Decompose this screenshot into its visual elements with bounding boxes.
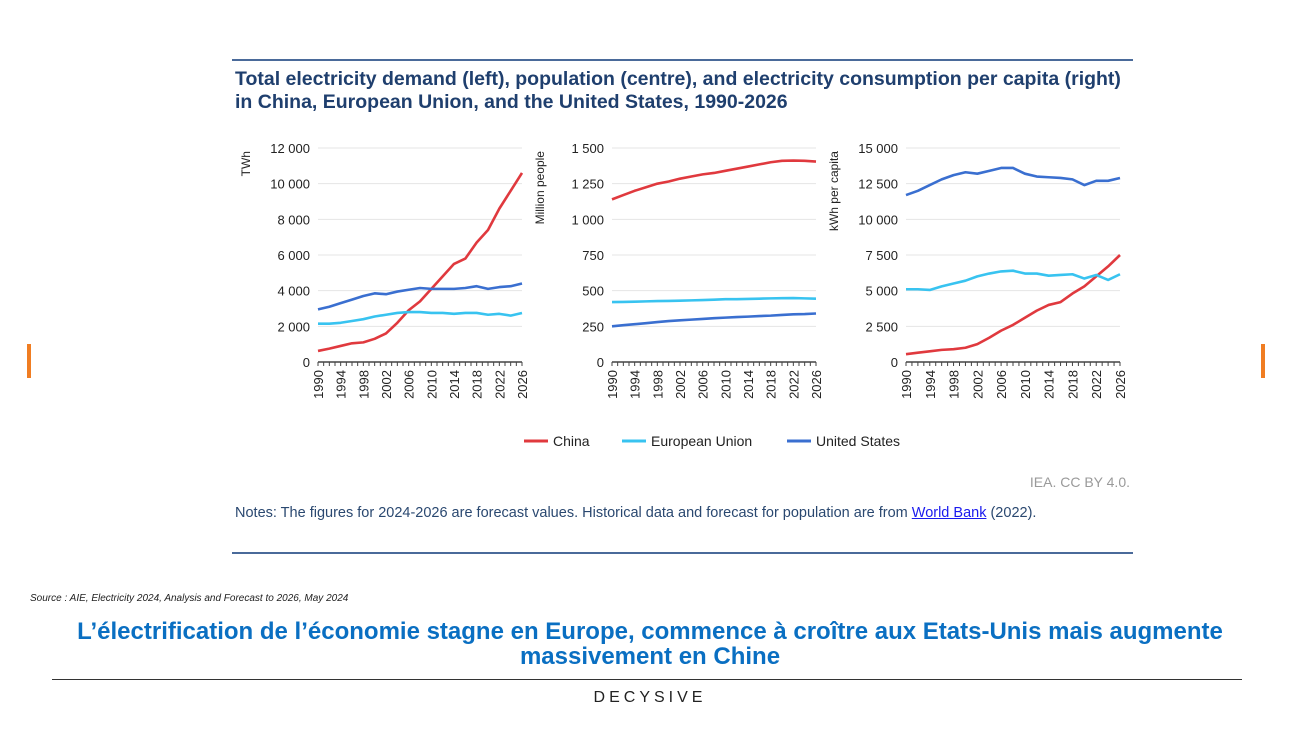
x-tick-label: 1994	[923, 370, 938, 399]
x-tick-label: 2010	[1018, 370, 1033, 399]
series-line-european-union	[906, 269, 1121, 292]
x-tick-label: 2018	[470, 370, 485, 399]
series-line-united-states	[611, 312, 817, 328]
series-line-united-states	[317, 282, 523, 311]
orange-marker-left	[27, 344, 31, 378]
notes: Notes: The figures for 2024-2026 are for…	[235, 504, 1125, 522]
legend-label: United States	[816, 433, 900, 449]
x-tick-label: 1990	[311, 370, 326, 399]
x-tick-label: 2026	[1113, 370, 1128, 399]
series-line-european-union	[318, 310, 523, 325]
x-tick-label: 1998	[356, 370, 371, 399]
notes-text: Notes: The figures for 2024-2026 are for…	[235, 505, 912, 521]
slide-headline: L’électrification de l’économie stagne e…	[77, 618, 1223, 670]
x-tick-label: 2026	[809, 370, 824, 399]
y-tick-label: 750	[582, 248, 604, 263]
x-tick-label: 1998	[650, 370, 665, 399]
x-tick-label: 2014	[741, 370, 756, 399]
y-tick-label: 0	[597, 355, 604, 370]
orange-marker-right	[1261, 344, 1265, 378]
x-tick-label: 1994	[334, 370, 349, 399]
chart-panel-1: 0 250 500 750 1 000 1 250 1 500 Million people 1…	[533, 141, 824, 399]
x-tick-label: 1990	[605, 370, 620, 399]
x-tick-label: 1998	[947, 370, 962, 399]
series-line-china	[611, 159, 817, 201]
y-axis-label: TWh	[239, 151, 253, 176]
x-tick-label: 2002	[673, 370, 688, 399]
y-tick-label: 10 000	[270, 177, 310, 192]
y-tick-label: 1 250	[571, 177, 604, 192]
source-text: Source : AIE, Electricity 2024, Analysis…	[30, 593, 349, 604]
charts-svg: 0 2 000 4 000 6 000 8 000 10 000 12 000 TWh 1990…	[239, 141, 1128, 449]
x-tick-label: 1994	[628, 370, 643, 399]
y-axis-label: kWh per capita	[827, 151, 841, 231]
series-line-european-union	[611, 296, 817, 304]
y-tick-label: 4 000	[277, 284, 310, 299]
y-tick-label: 6 000	[277, 248, 310, 263]
legend: China European Union United States	[524, 433, 900, 449]
credit: IEA. CC BY 4.0.	[1029, 474, 1130, 490]
world-bank-link[interactable]: World Bank	[911, 505, 987, 521]
y-tick-label: 1 000	[571, 212, 604, 227]
x-tick-label: 2018	[764, 370, 779, 399]
bottom-chart-rule	[232, 552, 1133, 554]
chart-title: Total electricity demand (left), populat…	[235, 68, 1121, 113]
y-tick-label: 7 500	[865, 248, 898, 263]
x-tick-label: 2018	[1065, 370, 1080, 399]
series-line-china	[905, 254, 1121, 356]
y-tick-label: 15 000	[858, 141, 898, 156]
y-tick-label: 12 500	[858, 177, 898, 192]
x-tick-label: 2002	[970, 370, 985, 399]
legend-label: China	[553, 433, 590, 449]
x-tick-label: 2022	[492, 370, 507, 399]
y-tick-label: 2 000	[277, 319, 310, 334]
y-tick-label: 10 000	[858, 212, 898, 227]
series-line-china	[317, 172, 524, 353]
x-tick-label: 1990	[899, 370, 914, 399]
x-tick-label: 2002	[379, 370, 394, 399]
x-tick-label: 2014	[447, 370, 462, 399]
top-rule	[232, 59, 1133, 61]
x-tick-label: 2006	[696, 370, 711, 399]
y-tick-label: 12 000	[270, 141, 310, 156]
notes-tail: (2022).	[986, 505, 1037, 521]
decysive-logo: DECYSIVE	[593, 689, 707, 706]
x-tick-label: 2010	[718, 370, 733, 399]
series-line-united-states	[905, 166, 1121, 197]
y-tick-label: 1 500	[571, 141, 604, 156]
x-tick-label: 2014	[1042, 370, 1057, 399]
y-tick-label: 0	[303, 355, 310, 370]
y-tick-label: 5 000	[865, 284, 898, 299]
footer-rule	[52, 679, 1242, 680]
y-tick-label: 250	[582, 319, 604, 334]
chart-panel-0: 0 2 000 4 000 6 000 8 000 10 000 12 000 TWh 1990…	[239, 141, 530, 399]
x-tick-label: 2006	[994, 370, 1009, 399]
x-tick-label: 2010	[424, 370, 439, 399]
y-tick-label: 8 000	[277, 212, 310, 227]
chart-panel-2: 0 2 500 5 000 7 500 10 000 12 500 15 000 kWh pe…	[827, 141, 1128, 399]
y-tick-label: 0	[891, 355, 898, 370]
y-tick-label: 2 500	[865, 319, 898, 334]
y-axis-label: Million people	[533, 151, 547, 225]
x-tick-label: 2026	[515, 370, 530, 399]
x-tick-label: 2022	[786, 370, 801, 399]
x-tick-label: 2006	[402, 370, 417, 399]
y-tick-label: 500	[582, 284, 604, 299]
legend-label: European Union	[651, 433, 752, 449]
x-tick-label: 2022	[1089, 370, 1104, 399]
